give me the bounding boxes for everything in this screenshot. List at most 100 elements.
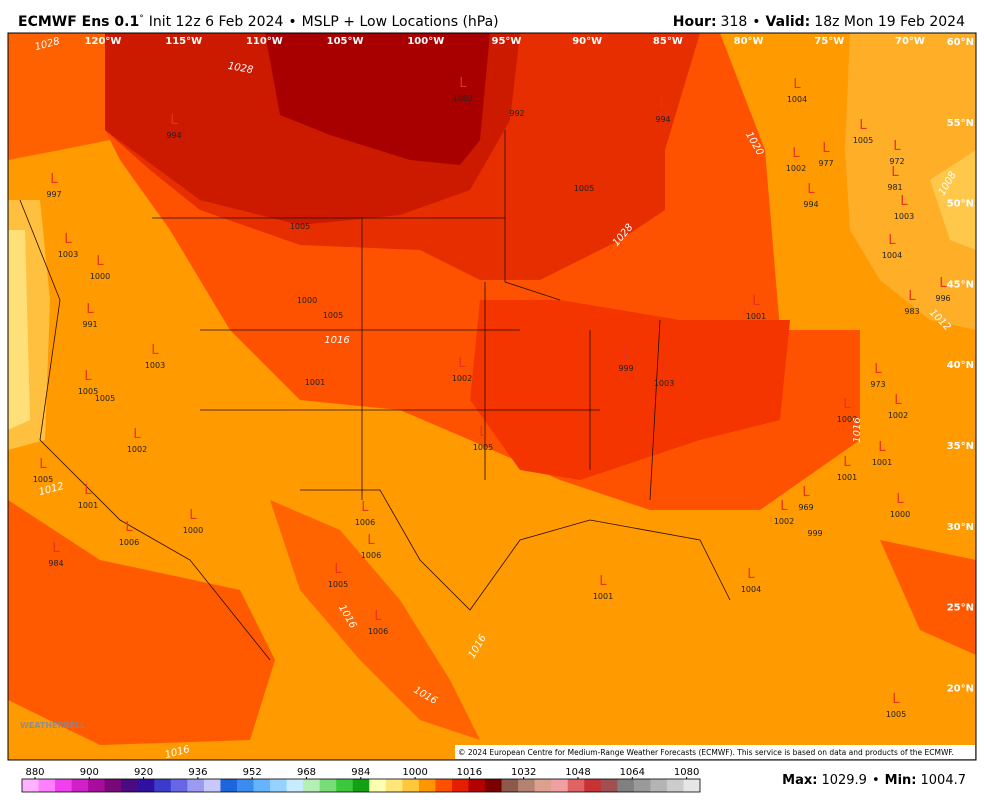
valid: 18z Mon 19 Feb 2024 (814, 14, 965, 30)
low-symbol: L (659, 97, 667, 112)
low-value: 1002 (888, 411, 908, 420)
pressure-label: 999 (807, 529, 822, 538)
low-value: 1006 (361, 551, 381, 560)
longitude-label: 115°W (165, 36, 202, 47)
low-value: 1001 (872, 458, 892, 467)
colorbar-swatch (88, 779, 106, 792)
colorbar-swatch (518, 779, 536, 792)
low-value: 1006 (368, 627, 388, 636)
latitude-label: 55°N (947, 118, 974, 129)
low-value: 994 (803, 200, 818, 209)
longitude-label: 110°W (246, 36, 283, 47)
low-symbol: L (125, 520, 133, 535)
colorbar-swatch (38, 779, 56, 792)
low-symbol: L (84, 483, 92, 498)
low-symbol: L (189, 508, 197, 523)
separator: • (288, 14, 296, 30)
low-symbol: L (151, 343, 159, 358)
low-symbol: L (367, 533, 375, 548)
longitude-label: 100°W (407, 36, 444, 47)
colorbar-swatch (534, 779, 552, 792)
low-value: 1003 (58, 250, 78, 259)
low-symbol: L (780, 499, 788, 514)
low-value: 1004 (741, 585, 761, 594)
longitude-label: 70°W (895, 36, 925, 47)
low-symbol: L (86, 302, 94, 317)
map-frame (7, 32, 977, 761)
colorbar-swatch (220, 779, 238, 792)
colorbar-tick-label: 984 (351, 767, 370, 778)
title: ECMWF Ens 0.1° Init 12z 6 Feb 2024 • MSLP +… (18, 14, 499, 30)
pressure-label: 1005 (95, 394, 115, 403)
colorbar-tick-label: 900 (80, 767, 99, 778)
low-symbol: L (859, 118, 867, 133)
region (845, 33, 976, 330)
colorbar-tick-label: 1064 (620, 767, 645, 778)
colorbar-swatch (418, 779, 436, 792)
colorbar-swatch (71, 779, 89, 792)
colorbar-swatch (451, 779, 469, 792)
low-symbol: L (891, 165, 899, 180)
pressure-label: 1001 (305, 378, 325, 387)
low-symbol: L (843, 455, 851, 470)
low-value: 1001 (746, 312, 766, 321)
low-symbol: L (84, 369, 92, 384)
longitude-label: 75°W (814, 36, 844, 47)
colorbar-swatch (270, 779, 288, 792)
low-symbol: L (874, 362, 882, 377)
pressure-label: 1005 (574, 184, 594, 193)
valid-info: Hour: 318 • Valid: 18z Mon 19 Feb 2024 (673, 14, 965, 30)
low-value: 1002 (453, 94, 473, 103)
latitude-label: 20°N (947, 683, 974, 694)
low-value: 969 (798, 503, 813, 512)
low-symbol: L (908, 289, 916, 304)
colorbar-swatch (170, 779, 188, 792)
colorbar-swatch (600, 779, 618, 792)
colorbar-swatch (137, 779, 155, 792)
colorbar-swatch (352, 779, 370, 792)
low-symbol: L (894, 393, 902, 408)
low-symbol: L (458, 356, 466, 371)
colorbar-swatch (567, 779, 585, 792)
low-value: 1002 (452, 374, 472, 383)
colorbar-swatch (121, 779, 139, 792)
borders (19, 130, 731, 661)
low-value: 1005 (886, 710, 906, 719)
colorbar-tick-label: 1032 (511, 767, 536, 778)
low-value: 1004 (787, 95, 807, 104)
low-value: 984 (48, 559, 63, 568)
contour-label: 1028 (227, 61, 254, 76)
low-symbol: L (64, 232, 72, 247)
colorbar-swatch (633, 779, 651, 792)
low-symbol: L (807, 182, 815, 197)
region (270, 500, 480, 740)
low-value: 1004 (882, 251, 902, 260)
pressure-label: 1000 (297, 296, 317, 305)
colorbar-swatch (336, 779, 354, 792)
hour-label: Hour: (673, 14, 717, 30)
model: ECMWF Ens 0.1 (18, 14, 139, 30)
product: MSLP + Low Locations (hPa) (302, 14, 499, 30)
low-value: 1000 (90, 272, 110, 281)
low-value: 1002 (774, 517, 794, 526)
low-value: 1005 (33, 475, 53, 484)
latitude-label: 60°N (947, 37, 974, 48)
colorbar-tick-label: 968 (297, 767, 316, 778)
latitude-label: 40°N (947, 360, 974, 371)
init: Init 12z 6 Feb 2024 (149, 14, 284, 30)
colorbar-swatch (236, 779, 255, 792)
colorbar-tick-label: 1000 (402, 767, 427, 778)
low-symbol: L (622, 346, 630, 361)
low-symbol: L (896, 492, 904, 507)
low-value: 994 (655, 115, 670, 124)
region (8, 33, 110, 160)
low-value: 991 (82, 320, 97, 329)
colorbar-swatch (551, 779, 569, 792)
longitude-label: 120°W (85, 36, 122, 47)
low-symbol: L (900, 194, 908, 209)
pressure-label: 1005 (290, 222, 310, 231)
min: 1004.7 (921, 773, 967, 788)
low-value: 1001 (78, 501, 98, 510)
colorbar-swatch (187, 779, 205, 792)
